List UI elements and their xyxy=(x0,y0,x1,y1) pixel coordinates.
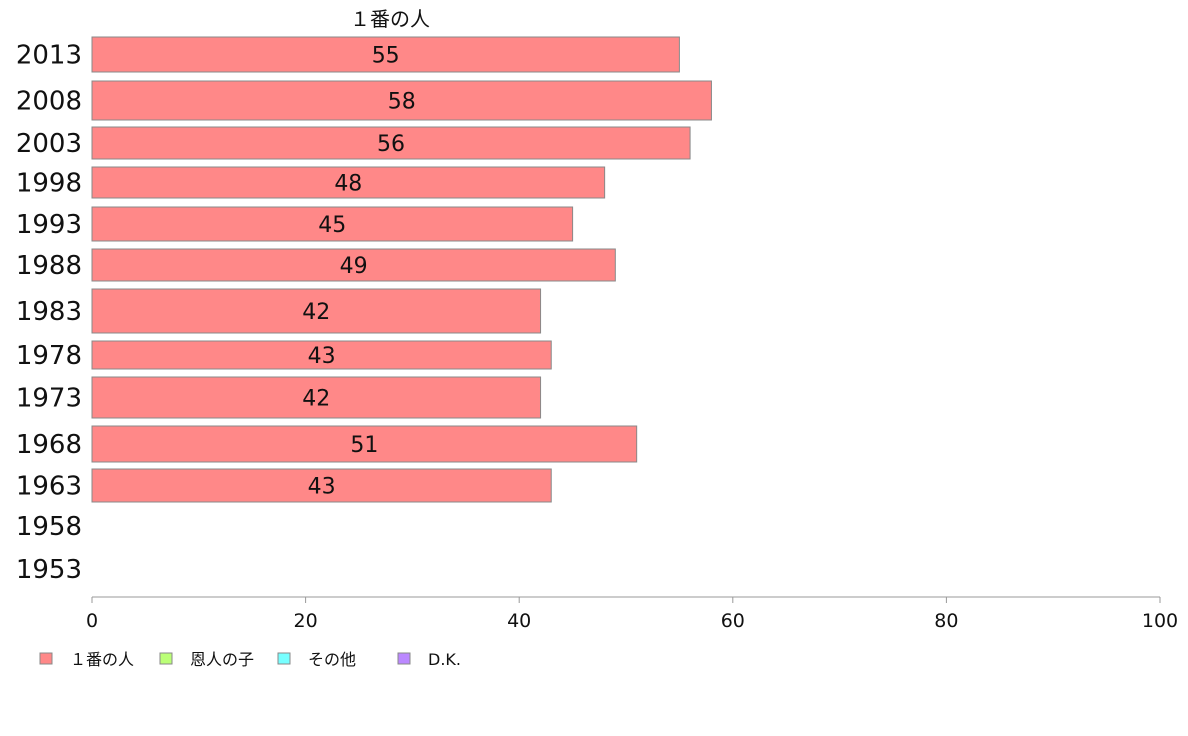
x-tick-label-40: 40 xyxy=(507,610,531,632)
x-tick-label-100: 100 xyxy=(1142,610,1178,632)
bar-1998 xyxy=(91,166,606,199)
category-label-1998: 1998 xyxy=(16,169,82,199)
legend-swatch-1 xyxy=(159,652,173,665)
legend-label-3: D.K. xyxy=(428,650,461,669)
value-label-1983: 42 xyxy=(302,300,330,325)
bar-2013 xyxy=(91,36,680,73)
value-label-1963: 43 xyxy=(308,475,336,500)
x-tick-label-60: 60 xyxy=(721,610,745,632)
x-tick-label-0: 0 xyxy=(86,610,98,632)
bar-1973 xyxy=(91,376,542,419)
category-label-2013: 2013 xyxy=(16,41,82,71)
legend-label-0: １番の人 xyxy=(70,650,134,669)
category-labels: 2013 2008 2003 1998 1993 1988 1983 1978 1973 1968… xyxy=(16,41,82,586)
value-label-1993: 45 xyxy=(318,213,346,238)
category-label-1968: 1968 xyxy=(16,430,82,460)
legend-swatch-3 xyxy=(397,652,411,665)
category-label-1973: 1973 xyxy=(16,384,82,414)
bar-1963 xyxy=(91,468,552,503)
x-axis: 0 20 40 60 80 100 xyxy=(86,596,1178,632)
bar-1988 xyxy=(91,248,616,282)
category-label-1953: 1953 xyxy=(16,555,82,585)
x-tick-label-20: 20 xyxy=(294,610,318,632)
value-label-1978: 43 xyxy=(308,344,336,369)
category-label-1993: 1993 xyxy=(16,210,82,240)
legend-swatch-2 xyxy=(277,652,291,665)
value-label-2013: 55 xyxy=(372,44,400,69)
bar-2008 xyxy=(91,80,712,121)
category-label-2003: 2003 xyxy=(16,129,82,159)
category-label-1983: 1983 xyxy=(16,297,82,327)
bar-1978 xyxy=(91,340,552,370)
legend-label-2: その他 xyxy=(308,650,356,669)
category-label-1963: 1963 xyxy=(16,472,82,502)
category-label-1978: 1978 xyxy=(16,341,82,371)
value-label-2003: 56 xyxy=(377,132,405,157)
legend: １番の人 恩人の子 その他 D.K. xyxy=(39,650,461,669)
bar-1968 xyxy=(91,425,638,463)
bar-1993 xyxy=(91,206,574,242)
value-label-1973: 42 xyxy=(302,387,330,412)
bars-group: 55 58 56 48 45 49 42 43 42 51 43 xyxy=(91,36,712,503)
x-tick-label-80: 80 xyxy=(934,610,958,632)
category-label-2008: 2008 xyxy=(16,87,82,117)
value-label-1968: 51 xyxy=(350,433,378,458)
value-label-1988: 49 xyxy=(340,254,368,279)
value-label-2008: 58 xyxy=(388,90,416,115)
value-label-1998: 48 xyxy=(334,172,362,197)
category-label-1958: 1958 xyxy=(16,512,82,542)
bar-2003 xyxy=(91,126,691,160)
category-label-1988: 1988 xyxy=(16,251,82,281)
legend-label-1: 恩人の子 xyxy=(190,650,254,669)
legend-swatch-0 xyxy=(39,652,53,665)
bar-1983 xyxy=(91,288,542,334)
series-title: １番の人 xyxy=(350,7,430,31)
